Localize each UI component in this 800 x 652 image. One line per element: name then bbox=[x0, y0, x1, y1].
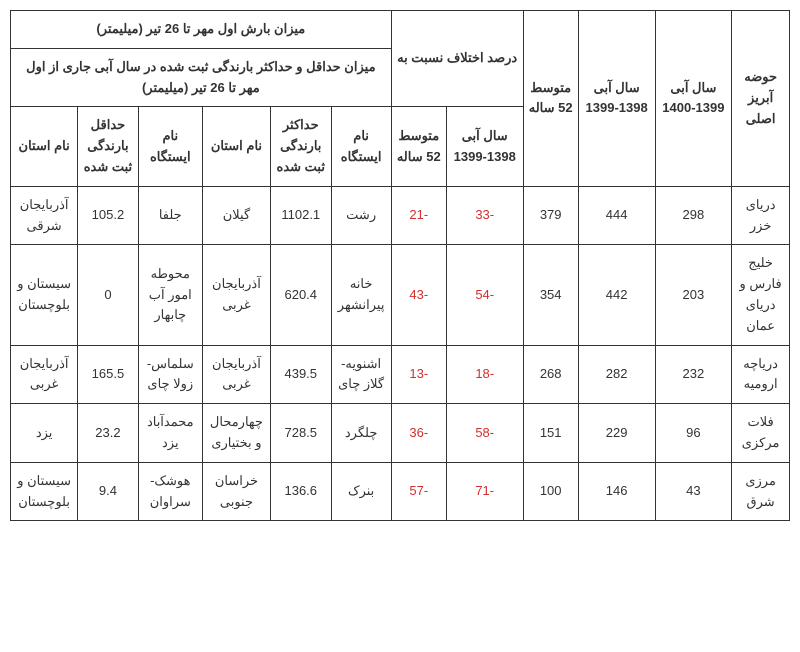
cell-max-rain: 620.4 bbox=[270, 245, 331, 345]
table-row: فلات مرکزی96229151-58-36چلگرد728.5چهارمح… bbox=[11, 404, 790, 463]
cell-diff-9899: -58 bbox=[446, 404, 523, 463]
cell-province-max: گیلان bbox=[202, 186, 270, 245]
cell-diff-avg52: -43 bbox=[391, 245, 446, 345]
cell-basin: دریاچه ارومیه bbox=[732, 345, 790, 404]
header-diff-group: درصد اختلاف نسبت به bbox=[391, 11, 523, 107]
header-year-1398-1399: سال آبی 1398-1399 bbox=[578, 11, 655, 187]
cell-y98-99: 146 bbox=[578, 462, 655, 521]
cell-min-rain: 105.2 bbox=[78, 186, 138, 245]
cell-province-min: سیستان و بلوچستان bbox=[11, 462, 78, 521]
header-province-max: نام استان bbox=[202, 107, 270, 186]
header-basin: حوضه آبریز اصلی bbox=[732, 11, 790, 187]
header-diff-avg52: متوسط 52 ساله bbox=[391, 107, 446, 186]
cell-y98-99: 442 bbox=[578, 245, 655, 345]
cell-avg52: 354 bbox=[523, 245, 578, 345]
table-row: دریاچه ارومیه232282268-18-13اشنویه-گلاز … bbox=[11, 345, 790, 404]
cell-station-max: خانه پیرانشهر bbox=[331, 245, 391, 345]
cell-basin: فلات مرکزی bbox=[732, 404, 790, 463]
cell-station-min: جلفا bbox=[138, 186, 202, 245]
header-province-min: نام استان bbox=[11, 107, 78, 186]
cell-y98-99: 444 bbox=[578, 186, 655, 245]
cell-station-max: بنرک bbox=[331, 462, 391, 521]
cell-station-min: محوطه امور آب چابهار bbox=[138, 245, 202, 345]
cell-basin: دریای خزر bbox=[732, 186, 790, 245]
header-min-rain: حداقل بارندگی ثبت شده bbox=[78, 107, 138, 186]
cell-avg52: 268 bbox=[523, 345, 578, 404]
cell-y99-00: 232 bbox=[655, 345, 732, 404]
header-rain-period: میزان بارش اول مهر تا 26 تیر (میلیمتر) bbox=[11, 11, 392, 49]
header-minmax-group: میزان حداقل و حداکثر بارندگی ثبت شده در … bbox=[11, 48, 392, 107]
cell-y98-99: 282 bbox=[578, 345, 655, 404]
cell-diff-9899: -71 bbox=[446, 462, 523, 521]
cell-basin: مرزی شرق bbox=[732, 462, 790, 521]
cell-province-min: یزد bbox=[11, 404, 78, 463]
cell-province-min: آذربایجان غربی bbox=[11, 345, 78, 404]
table-row: مرزی شرق43146100-71-57بنرک136.6خراسان جن… bbox=[11, 462, 790, 521]
cell-min-rain: 9.4 bbox=[78, 462, 138, 521]
cell-station-min: هوشک-سراوان bbox=[138, 462, 202, 521]
header-avg-52: متوسط 52 ساله bbox=[523, 11, 578, 187]
header-station-max: نام ایستگاه bbox=[331, 107, 391, 186]
cell-province-min: سیستان و بلوچستان bbox=[11, 245, 78, 345]
cell-avg52: 151 bbox=[523, 404, 578, 463]
cell-province-max: چهارمحال و بختیاری bbox=[202, 404, 270, 463]
cell-station-max: چلگرد bbox=[331, 404, 391, 463]
cell-min-rain: 23.2 bbox=[78, 404, 138, 463]
cell-max-rain: 439.5 bbox=[270, 345, 331, 404]
cell-station-max: رشت bbox=[331, 186, 391, 245]
table-row: دریای خزر298444379-33-21رشت1102.1گیلانجل… bbox=[11, 186, 790, 245]
cell-min-rain: 165.5 bbox=[78, 345, 138, 404]
header-year-1399-1400: سال آبی 1399-1400 bbox=[655, 11, 732, 187]
cell-y99-00: 43 bbox=[655, 462, 732, 521]
cell-station-min: سلماس-زولا چای bbox=[138, 345, 202, 404]
cell-diff-9899: -33 bbox=[446, 186, 523, 245]
cell-province-min: آذربایجان شرقی bbox=[11, 186, 78, 245]
cell-y99-00: 203 bbox=[655, 245, 732, 345]
cell-province-max: آذربایجان غربی bbox=[202, 245, 270, 345]
cell-station-max: اشنویه-گلاز چای bbox=[331, 345, 391, 404]
cell-basin: خلیج فارس و دریای عمان bbox=[732, 245, 790, 345]
rainfall-table: حوضه آبریز اصلی سال آبی 1399-1400 سال آب… bbox=[10, 10, 790, 521]
cell-min-rain: 0 bbox=[78, 245, 138, 345]
cell-avg52: 379 bbox=[523, 186, 578, 245]
cell-station-min: محمدآباد یزد bbox=[138, 404, 202, 463]
header-diff-9899: سال آبی 1398-1399 bbox=[446, 107, 523, 186]
cell-province-max: آذربایجان غربی bbox=[202, 345, 270, 404]
cell-max-rain: 728.5 bbox=[270, 404, 331, 463]
header-station-min: نام ایستگاه bbox=[138, 107, 202, 186]
cell-diff-9899: -18 bbox=[446, 345, 523, 404]
cell-diff-avg52: -21 bbox=[391, 186, 446, 245]
cell-max-rain: 1102.1 bbox=[270, 186, 331, 245]
cell-y98-99: 229 bbox=[578, 404, 655, 463]
cell-diff-9899: -54 bbox=[446, 245, 523, 345]
cell-diff-avg52: -13 bbox=[391, 345, 446, 404]
cell-y99-00: 96 bbox=[655, 404, 732, 463]
cell-diff-avg52: -57 bbox=[391, 462, 446, 521]
table-body: دریای خزر298444379-33-21رشت1102.1گیلانجل… bbox=[11, 186, 790, 521]
cell-max-rain: 136.6 bbox=[270, 462, 331, 521]
table-row: خلیج فارس و دریای عمان203442354-54-43خان… bbox=[11, 245, 790, 345]
header-max-rain: حداکثر بارندگی ثبت شده bbox=[270, 107, 331, 186]
cell-avg52: 100 bbox=[523, 462, 578, 521]
cell-province-max: خراسان جنوبی bbox=[202, 462, 270, 521]
cell-diff-avg52: -36 bbox=[391, 404, 446, 463]
cell-y99-00: 298 bbox=[655, 186, 732, 245]
